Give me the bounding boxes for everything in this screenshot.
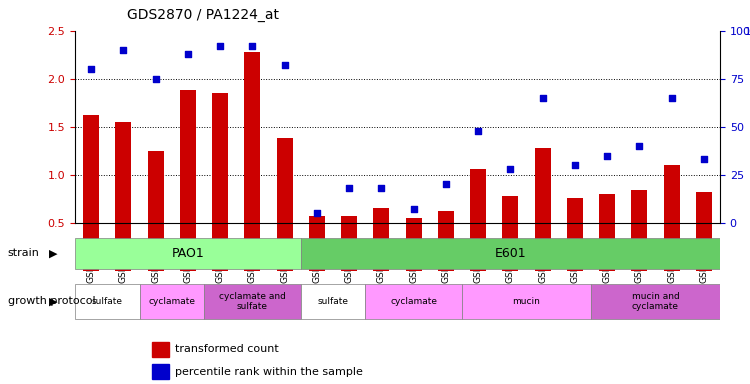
Text: growth protocol: growth protocol bbox=[8, 296, 95, 306]
FancyBboxPatch shape bbox=[75, 238, 301, 269]
Bar bbox=[244, 52, 260, 271]
Bar bbox=[535, 148, 550, 271]
Point bbox=[568, 162, 580, 168]
Point bbox=[149, 76, 162, 82]
Bar bbox=[406, 218, 422, 271]
FancyBboxPatch shape bbox=[140, 284, 204, 319]
Bar bbox=[309, 216, 325, 271]
Point bbox=[602, 152, 613, 159]
Point bbox=[666, 95, 678, 101]
Text: transformed count: transformed count bbox=[175, 344, 279, 354]
Point bbox=[633, 143, 645, 149]
FancyBboxPatch shape bbox=[591, 284, 720, 319]
Y-axis label: 100%: 100% bbox=[745, 27, 750, 37]
Text: E601: E601 bbox=[494, 247, 526, 260]
Bar bbox=[374, 208, 389, 271]
Text: PAO1: PAO1 bbox=[172, 247, 204, 260]
Bar bbox=[599, 194, 615, 271]
Point bbox=[472, 127, 484, 134]
Point bbox=[279, 62, 291, 68]
Text: sulfate: sulfate bbox=[92, 297, 123, 306]
Point bbox=[246, 43, 258, 49]
Bar bbox=[148, 151, 164, 271]
FancyBboxPatch shape bbox=[301, 284, 365, 319]
Bar bbox=[212, 93, 228, 271]
Text: cyclamate and
sulfate: cyclamate and sulfate bbox=[219, 292, 286, 311]
Text: cyclamate: cyclamate bbox=[390, 297, 437, 306]
Point bbox=[408, 206, 420, 212]
Bar bbox=[664, 165, 680, 271]
Point bbox=[698, 156, 709, 162]
Text: sulfate: sulfate bbox=[317, 297, 349, 306]
FancyBboxPatch shape bbox=[301, 238, 720, 269]
FancyBboxPatch shape bbox=[462, 284, 591, 319]
Bar bbox=[180, 90, 196, 271]
Point bbox=[504, 166, 516, 172]
Text: mucin and
cyclamate: mucin and cyclamate bbox=[632, 292, 680, 311]
Text: cyclamate: cyclamate bbox=[148, 297, 195, 306]
Bar bbox=[470, 169, 486, 271]
Point bbox=[310, 210, 322, 216]
Bar bbox=[152, 364, 169, 379]
Bar bbox=[83, 115, 99, 271]
Bar bbox=[503, 196, 518, 271]
Bar bbox=[341, 216, 357, 271]
Point bbox=[85, 66, 98, 72]
Text: mucin: mucin bbox=[512, 297, 541, 306]
Text: percentile rank within the sample: percentile rank within the sample bbox=[175, 366, 363, 377]
FancyBboxPatch shape bbox=[204, 284, 301, 319]
Bar bbox=[632, 190, 647, 271]
Point bbox=[117, 47, 130, 53]
FancyBboxPatch shape bbox=[75, 284, 140, 319]
Bar bbox=[696, 192, 712, 271]
Text: strain: strain bbox=[8, 248, 39, 258]
Point bbox=[343, 185, 355, 191]
Text: ▶: ▶ bbox=[49, 296, 57, 306]
Point bbox=[214, 43, 226, 49]
Bar bbox=[277, 138, 292, 271]
Text: ▶: ▶ bbox=[49, 248, 57, 258]
Bar bbox=[438, 211, 454, 271]
Bar bbox=[116, 122, 131, 271]
Point bbox=[375, 185, 387, 191]
Bar bbox=[152, 342, 169, 356]
Point bbox=[440, 181, 452, 187]
FancyBboxPatch shape bbox=[365, 284, 462, 319]
Bar bbox=[567, 198, 583, 271]
Point bbox=[536, 95, 548, 101]
Point bbox=[182, 51, 194, 57]
Text: GDS2870 / PA1224_at: GDS2870 / PA1224_at bbox=[127, 8, 278, 22]
